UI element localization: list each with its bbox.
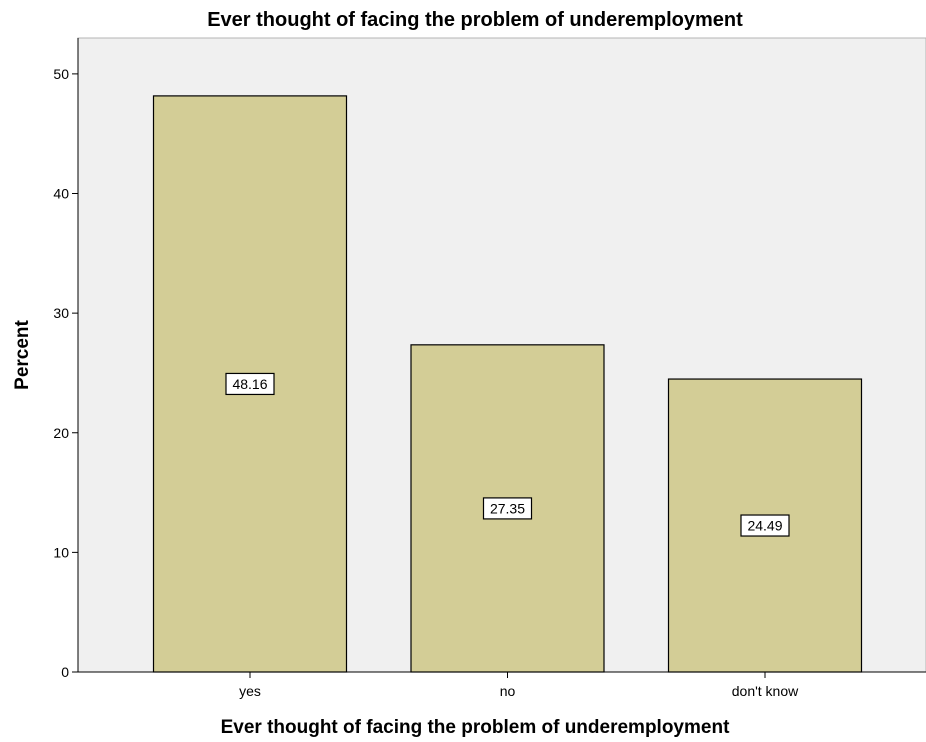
y-tick-label: 40 [53, 186, 69, 202]
data-label: 24.49 [747, 518, 782, 534]
y-ticks: 0 10 20 30 40 50 [53, 66, 78, 680]
x-tick-label: no [500, 683, 516, 699]
data-labels: 48.16 27.35 24.49 [225, 372, 790, 537]
data-label-box [482, 497, 533, 520]
chart-title: Ever thought of facing the problem of un… [207, 9, 743, 31]
data-label: 27.35 [490, 500, 525, 516]
x-axis-label: Ever thought of facing the problem of un… [221, 717, 730, 738]
x-tick-label: yes [239, 683, 261, 699]
x-ticks: yes no don't know [239, 672, 799, 699]
y-tick-label: 10 [53, 544, 69, 560]
x-tick-label: don't know [732, 683, 799, 699]
data-label: 48.16 [232, 376, 267, 392]
y-axis-label: Percent [12, 319, 33, 389]
data-label-box [225, 372, 275, 396]
y-tick-label: 0 [61, 664, 69, 680]
y-tick-label: 20 [53, 425, 69, 441]
y-tick-label: 50 [53, 66, 69, 82]
y-tick-label: 30 [53, 305, 69, 321]
data-label-box [740, 514, 790, 537]
bars [152, 95, 863, 673]
